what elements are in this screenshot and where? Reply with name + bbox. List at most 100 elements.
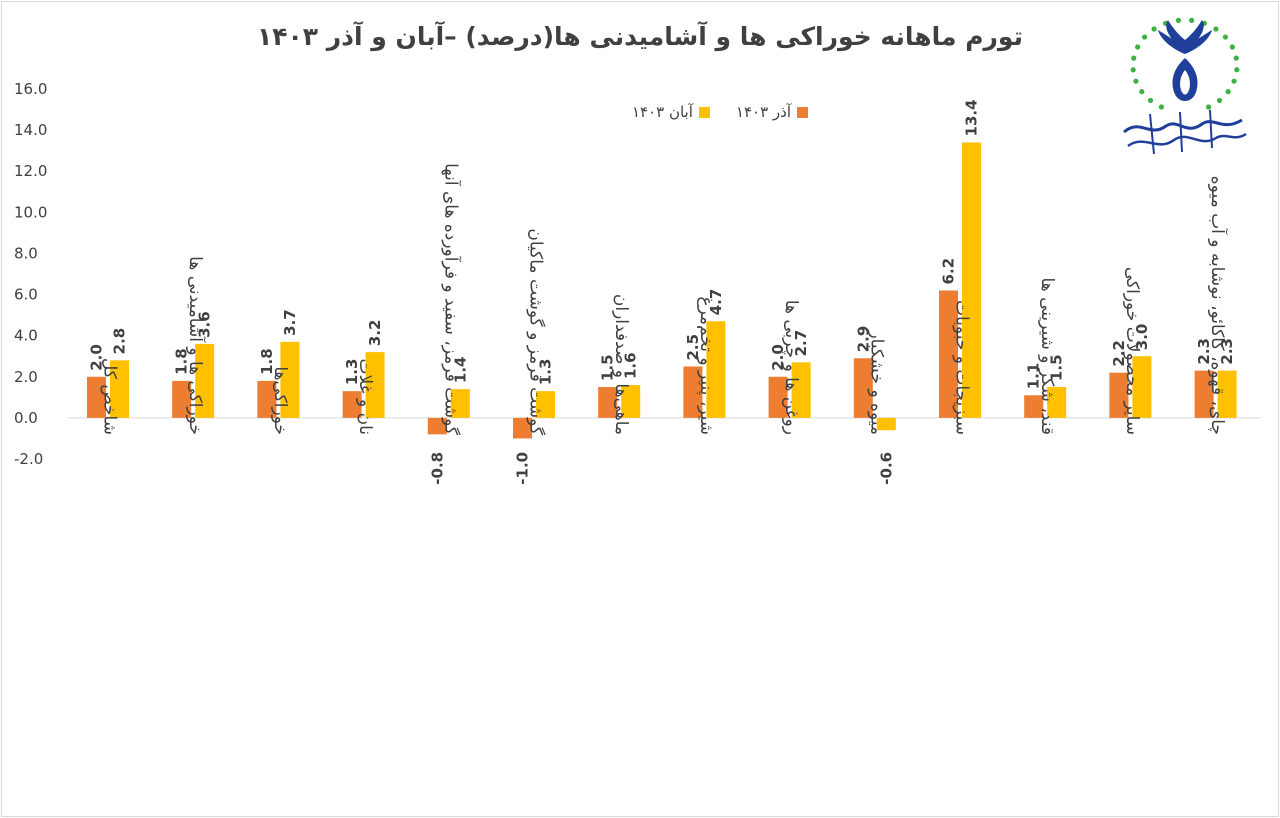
chart-title: تورم ماهانه خوراکی ها و آشامیدنی ها(درصد… — [257, 22, 1023, 51]
bar-aban — [1132, 356, 1152, 418]
y-tick-label: 8.0 — [14, 244, 38, 262]
logo-dot — [1131, 55, 1137, 61]
data-label-azar: 1.3 — [343, 359, 361, 386]
bar-azar — [768, 376, 788, 418]
bar-aban — [365, 352, 385, 418]
logo-dot — [1141, 34, 1148, 40]
data-label-azar: -1.0 — [514, 452, 532, 485]
bar-azar — [1194, 370, 1214, 418]
legend-item-azar: آذر ۱۴۰۳ — [736, 103, 808, 121]
data-label-azar: 6.2 — [940, 258, 958, 285]
legend-item-aban: آبان ۱۴۰۳ — [632, 103, 710, 121]
logo-dot — [1233, 55, 1239, 61]
category-label: نان و غلات — [355, 359, 375, 435]
data-label-aban: 3.7 — [281, 309, 299, 336]
data-label-azar: 2.5 — [684, 334, 702, 361]
bar-azar — [939, 290, 958, 418]
bar-aban — [621, 385, 641, 418]
data-label-aban: 3.0 — [1133, 324, 1151, 351]
bar-azar — [87, 376, 106, 418]
logo-dot — [1234, 67, 1240, 73]
data-label-azar: 2.3 — [1195, 338, 1213, 365]
logo-dot — [1213, 26, 1219, 32]
y-tick-label: -2.0 — [14, 450, 43, 468]
logo-dot — [1130, 67, 1136, 73]
data-label-azar: 1.5 — [599, 354, 617, 381]
logo-dot — [1133, 78, 1139, 84]
bar-azar — [1024, 395, 1044, 418]
bar-aban — [962, 142, 981, 418]
bar-aban — [536, 391, 555, 418]
bar-azar — [513, 417, 532, 439]
category-label: سبزیجات و حبوبات — [952, 300, 972, 435]
y-tick-label: 0.0 — [14, 409, 38, 427]
data-label-aban: 4.7 — [707, 289, 725, 316]
bar-aban — [791, 362, 811, 418]
logo-dot — [1158, 104, 1164, 110]
y-tick-label: 12.0 — [14, 162, 47, 180]
category-label: گوشت قرمز و گوشت ماکیان — [526, 228, 547, 436]
logo-dot — [1135, 44, 1141, 50]
category-label: شیر، پنیر و تخم‌مرغ — [696, 296, 716, 435]
category-label: خوراکی ها و آشامیدنی ها — [185, 256, 207, 435]
bar-aban — [195, 343, 215, 418]
bar-azar — [598, 387, 618, 418]
data-label-aban: 3.2 — [366, 320, 384, 347]
category-label: شاخص کل — [100, 358, 120, 435]
logo-dot — [1229, 44, 1235, 50]
logo-dot — [1188, 17, 1195, 23]
category-label: گوشت قرمز، سفید و فرآورده های آنها — [440, 163, 462, 436]
legend-label-aban: آبان ۱۴۰۳ — [631, 103, 693, 121]
data-label-aban: 2.3 — [1218, 338, 1236, 365]
category-label: ماهی‌ها و صدفداران — [611, 294, 631, 435]
category-label: چای، قهوه، کاکائو، نوشابه و آب میوه — [1207, 176, 1229, 435]
data-label-aban: 13.4 — [963, 99, 981, 136]
association-logo-icon — [1123, 17, 1247, 155]
logo-dot — [1222, 34, 1229, 40]
data-label-aban: 1.3 — [537, 359, 555, 386]
y-tick-label: 4.0 — [14, 327, 38, 345]
category-label: سایر محصولات خوراکی — [1122, 267, 1142, 435]
bar-azar — [257, 380, 277, 418]
bar-aban — [706, 321, 726, 418]
data-label-aban: 1.6 — [622, 352, 640, 379]
bar-azar — [172, 380, 192, 418]
bar-azar — [1109, 372, 1129, 418]
logo-dot — [1151, 26, 1157, 32]
logo-dot — [1206, 104, 1212, 110]
category-label: روغن ها و چربی ها — [781, 300, 801, 435]
bar-aban — [280, 341, 300, 418]
y-tick-label: 14.0 — [14, 121, 47, 139]
data-label-azar: 1.8 — [258, 348, 276, 375]
bar-aban — [110, 360, 129, 418]
data-label-aban: 1.4 — [451, 357, 469, 384]
bar-aban — [1047, 387, 1067, 418]
data-label-aban: 2.7 — [792, 330, 810, 357]
y-tick-label: 16.0 — [14, 80, 47, 98]
legend: آذر ۱۴۰۳ آبان ۱۴۰۳ — [548, 100, 808, 124]
bar-azar — [683, 366, 703, 418]
data-label-azar: 1.8 — [173, 348, 191, 375]
data-label-azar: 2.0 — [769, 344, 787, 371]
bar-aban — [876, 417, 896, 431]
data-label-azar: 1.1 — [1025, 363, 1043, 390]
bar-azar — [853, 358, 873, 418]
legend-swatch-aban — [698, 106, 710, 118]
category-label: میوه و خشکبار — [866, 329, 886, 435]
logo-dot — [1175, 17, 1182, 23]
bar-azar — [427, 417, 447, 435]
logo-dot — [1139, 89, 1145, 95]
logo-dot — [1231, 78, 1237, 84]
data-label-azar: 2.0 — [88, 344, 106, 371]
bar-aban — [1217, 370, 1237, 418]
y-tick-label: 10.0 — [14, 203, 47, 221]
logo-dot — [1225, 89, 1231, 95]
legend-label-azar: آذر ۱۴۰۳ — [735, 103, 791, 121]
data-label-aban: -0.6 — [877, 452, 895, 485]
category-label: خوراکی‌ها — [270, 366, 290, 435]
legend-swatch-azar — [797, 106, 808, 118]
data-label-azar: -0.8 — [428, 452, 446, 485]
logo-dot — [1216, 97, 1223, 104]
category-label: قند، شکر و شیرینی ها — [1037, 278, 1057, 435]
